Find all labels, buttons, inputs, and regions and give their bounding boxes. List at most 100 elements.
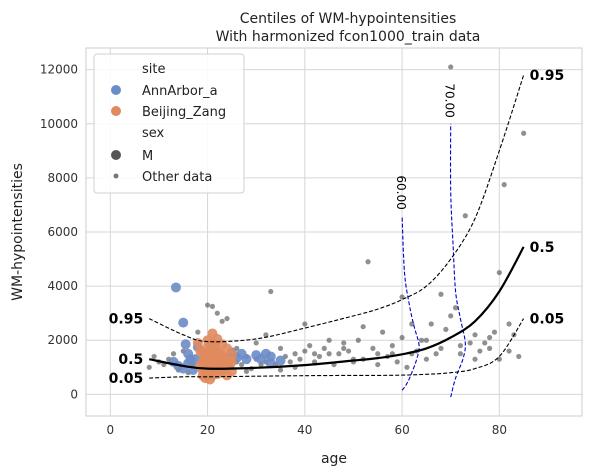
- y-tick-label: 10000: [40, 117, 78, 131]
- legend-m-marker: [111, 150, 121, 160]
- other-data-point: [477, 348, 483, 354]
- other-data-point: [321, 345, 327, 351]
- other-data-point: [428, 321, 434, 327]
- other-data-point: [219, 318, 225, 324]
- centile-curve: [149, 318, 525, 379]
- centile-curve: [148, 246, 525, 370]
- other-data-point: [311, 351, 318, 357]
- other-data-point: [287, 359, 293, 365]
- other-data-point: [277, 345, 284, 351]
- site-data-point: [265, 358, 276, 369]
- other-data-point: [487, 334, 493, 341]
- other-data-point: [448, 313, 454, 319]
- other-data-point: [404, 364, 410, 370]
- other-data-point: [243, 368, 250, 374]
- other-data-point: [501, 182, 507, 188]
- centile-curves: [148, 74, 525, 379]
- other-data-point: [380, 329, 386, 335]
- x-tick-label: 20: [200, 423, 215, 437]
- y-tick-label: 4000: [47, 279, 78, 293]
- site-data-point: [197, 370, 208, 381]
- other-data-point: [433, 351, 439, 357]
- other-data-point: [204, 302, 211, 308]
- centile-label-right: 0.95: [530, 68, 565, 84]
- other-data-point: [438, 345, 444, 351]
- other-data-point: [360, 324, 366, 330]
- legend-other-marker: [113, 173, 119, 179]
- other-data-point: [389, 343, 395, 349]
- other-data-point: [146, 364, 152, 370]
- density-curve: [401, 215, 420, 391]
- legend-m-label: M: [142, 149, 153, 164]
- other-data-point: [452, 305, 459, 311]
- site-data-points: [168, 282, 286, 385]
- legend-beijing-marker: [111, 106, 121, 116]
- other-data-point: [399, 294, 405, 300]
- other-data-point: [457, 343, 464, 349]
- centile-label-left: 0.5: [118, 352, 143, 368]
- other-data-point: [341, 340, 347, 346]
- x-tick-label: 80: [492, 423, 507, 437]
- other-data-point: [467, 340, 473, 346]
- other-data-point: [151, 353, 157, 360]
- other-data-point: [521, 130, 527, 136]
- x-axis-label: age: [321, 451, 347, 467]
- other-data-point: [423, 356, 429, 362]
- legend-beijing-label: Beijing_Zang: [142, 105, 226, 120]
- density-curve-label: 70.00: [443, 83, 457, 117]
- other-data-point: [316, 353, 323, 360]
- other-data-point: [307, 343, 313, 349]
- other-data-point: [482, 340, 488, 346]
- other-data-point: [448, 64, 454, 70]
- legend-annarbor-marker: [111, 85, 121, 95]
- other-data-point: [399, 334, 405, 341]
- y-tick-labels: 0 2000 4000 6000 8000 10000 12000: [40, 63, 78, 402]
- centile-label-left: 0.05: [109, 371, 144, 387]
- other-data-point: [355, 337, 361, 343]
- site-data-point: [170, 282, 181, 293]
- other-data-point: [224, 315, 230, 322]
- other-data-point: [438, 291, 444, 297]
- other-data-point: [297, 356, 303, 362]
- site-data-point: [241, 354, 252, 365]
- other-data-point: [443, 326, 449, 333]
- other-data-point: [326, 337, 332, 343]
- site-data-point: [224, 355, 235, 366]
- other-data-point: [394, 359, 400, 365]
- legend-other-label: Other data: [142, 170, 212, 185]
- other-data-point: [292, 351, 298, 357]
- legend-sex-title: sex: [142, 126, 165, 141]
- other-data-point: [423, 337, 429, 343]
- y-tick-label: 12000: [40, 63, 78, 77]
- other-data-point: [214, 310, 220, 316]
- other-data-point: [263, 332, 269, 338]
- centile-label-left: 0.95: [109, 312, 144, 328]
- y-tick-label: 2000: [47, 333, 78, 347]
- y-axis-label: WM-hypointensities: [10, 163, 26, 301]
- site-data-point: [178, 317, 189, 328]
- chart-subtitle: With harmonized fcon1000_train data: [216, 29, 481, 45]
- x-tick-label: 0: [106, 423, 114, 437]
- other-data-point: [418, 337, 425, 343]
- centile-label-right: 0.5: [530, 240, 555, 256]
- other-data-point: [496, 356, 502, 362]
- density-curve-label: 60.00: [394, 175, 408, 209]
- site-data-point: [214, 354, 225, 365]
- other-data-point: [209, 303, 216, 310]
- other-data-point: [472, 332, 478, 338]
- other-data-point: [462, 213, 468, 219]
- y-tick-label: 6000: [47, 225, 78, 239]
- other-data-point: [345, 348, 352, 354]
- other-data-point: [506, 321, 512, 327]
- other-data-point: [375, 351, 381, 357]
- other-data-point: [341, 345, 347, 351]
- other-data-point: [336, 351, 342, 357]
- site-data-point: [207, 354, 218, 365]
- other-data-point: [516, 353, 522, 360]
- site-data-point: [275, 355, 286, 366]
- other-data-point: [496, 269, 502, 276]
- site-data-point: [180, 339, 191, 350]
- x-tick-label: 40: [297, 423, 312, 437]
- legend-box: [93, 53, 245, 194]
